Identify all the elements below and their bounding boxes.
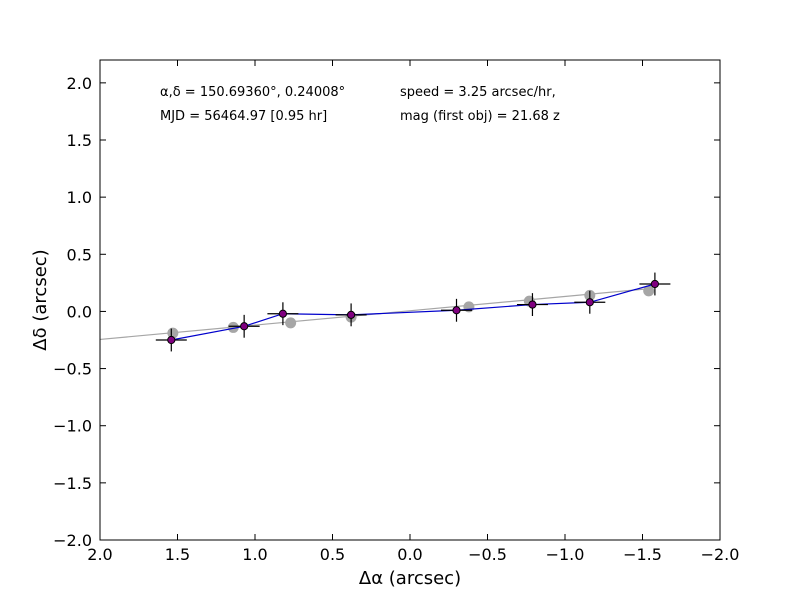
annotations: α,δ = 150.69360°, 0.24008° MJD = 56464.9… bbox=[160, 85, 560, 124]
x-axis-label: Δα (arcsec) bbox=[359, 568, 461, 589]
x-tick-label: −1.5 bbox=[623, 545, 662, 564]
y-tick-label: 0.0 bbox=[67, 302, 92, 321]
annotation-speed: speed = 3.25 arcsec/hr, bbox=[400, 85, 556, 100]
y-tick-label: 0.5 bbox=[67, 245, 92, 264]
observed-point bbox=[347, 310, 356, 319]
observed-point bbox=[585, 298, 594, 307]
observed-point bbox=[528, 300, 537, 309]
tick-marks bbox=[99, 60, 721, 541]
x-tick-label: −0.5 bbox=[468, 545, 507, 564]
y-tick-label: 1.0 bbox=[67, 188, 92, 207]
observed-point bbox=[167, 335, 176, 345]
y-tick-label: −1.5 bbox=[53, 474, 92, 493]
x-tick-label: 0.5 bbox=[320, 545, 345, 564]
tick-labels: 2.0 1.5 1.0 0.5 0.0 −0.5 −1.0 −1.5 −2.0 −2.0 −1.5 −… bbox=[53, 74, 739, 564]
predicted-point bbox=[285, 317, 297, 329]
x-tick-label: 0.0 bbox=[397, 545, 422, 564]
observed-point bbox=[240, 322, 249, 331]
y-tick-label: −0.5 bbox=[53, 360, 92, 379]
x-tick-label: −2.0 bbox=[701, 545, 740, 564]
x-tick-label: −1.0 bbox=[546, 545, 585, 564]
plot-frame bbox=[99, 59, 721, 541]
observed-point bbox=[452, 306, 461, 315]
plot-layer bbox=[99, 272, 671, 352]
annotation-mag: mag (first obj) = 21.68 z bbox=[400, 109, 560, 124]
y-tick-label: 2.0 bbox=[67, 74, 92, 93]
y-tick-label: 1.5 bbox=[67, 131, 92, 150]
y-tick-label: −2.0 bbox=[53, 531, 92, 550]
x-tick-label: 1.5 bbox=[165, 545, 190, 564]
y-axis-label: Δδ (arcsec) bbox=[30, 249, 51, 350]
observed-point bbox=[650, 279, 660, 289]
predicted-point bbox=[167, 327, 179, 339]
annotation-coords: α,δ = 150.69360°, 0.24008° bbox=[160, 85, 345, 100]
x-tick-label: 1.0 bbox=[242, 545, 267, 564]
y-tick-label: −1.0 bbox=[53, 417, 92, 436]
annotation-mjd: MJD = 56464.97 [0.95 hr] bbox=[160, 109, 327, 124]
observed-point bbox=[278, 309, 287, 318]
x-tick-label: 2.0 bbox=[87, 545, 112, 564]
predicted-point bbox=[227, 321, 239, 333]
predicted-point bbox=[643, 285, 655, 297]
